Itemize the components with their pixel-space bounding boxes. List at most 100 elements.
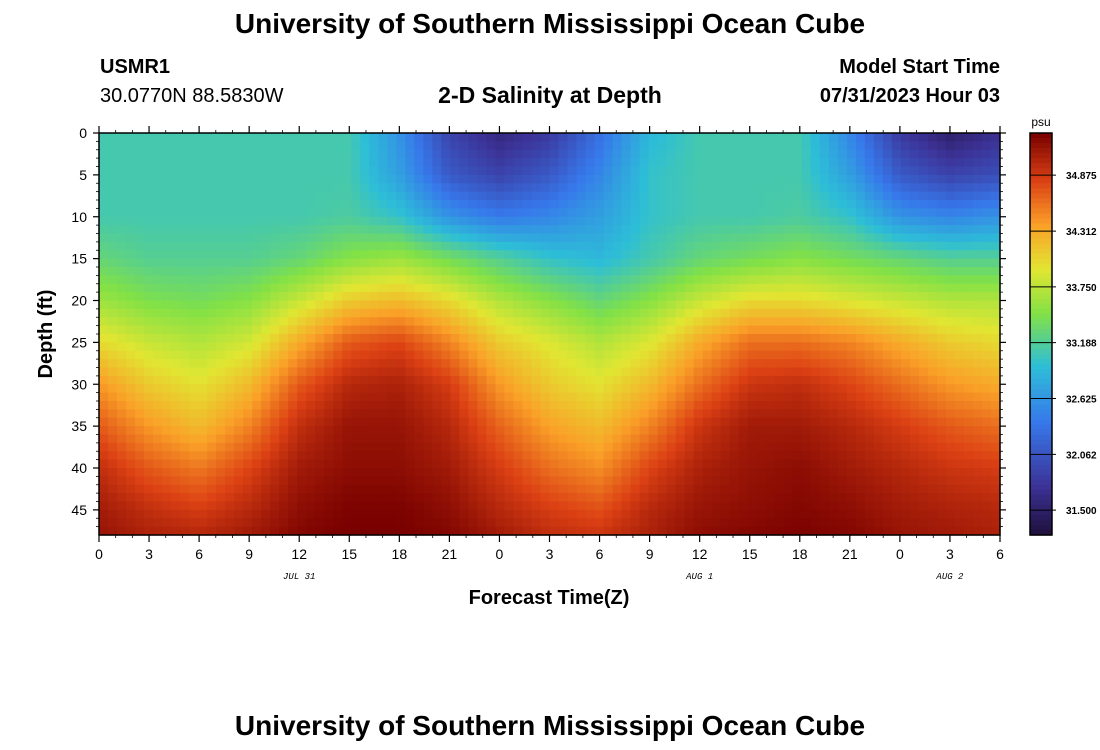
heatmap-cell (639, 417, 650, 427)
heatmap-cell (567, 149, 578, 159)
heatmap-cell (675, 451, 686, 461)
heatmap-cell (513, 208, 524, 218)
heatmap-cell (306, 149, 316, 159)
heatmap-cell (927, 158, 938, 168)
heatmap-cell (513, 317, 524, 327)
heatmap-cell (756, 375, 767, 385)
heatmap-cell (504, 133, 515, 142)
heatmap-cell (909, 174, 920, 184)
heatmap-cell (648, 401, 659, 410)
heatmap-cell (216, 275, 226, 285)
heatmap-cell (261, 241, 271, 251)
heatmap-cell (702, 149, 713, 159)
heatmap-cell (387, 149, 397, 159)
heatmap-cell (612, 216, 623, 226)
heatmap-cell (918, 200, 929, 209)
heatmap-cell (621, 509, 632, 519)
heatmap-cell (648, 300, 659, 310)
heatmap-cell (846, 283, 857, 293)
heatmap-cell (603, 292, 614, 302)
heatmap-cell (414, 468, 424, 477)
heatmap-cell (360, 384, 370, 394)
heatmap-cell (837, 509, 848, 519)
heatmap-cell (414, 334, 424, 343)
heatmap-cell (189, 308, 199, 318)
heatmap-cell (747, 292, 758, 302)
heatmap-cell (441, 468, 451, 477)
heatmap-cell (468, 459, 479, 469)
heatmap-cell (432, 476, 442, 486)
heatmap-cell (531, 149, 542, 159)
heatmap-cell (432, 241, 442, 251)
heatmap-cell (225, 526, 235, 536)
heatmap-cell (153, 250, 163, 260)
heatmap-cell (126, 308, 136, 318)
heatmap-cell (612, 200, 623, 209)
heatmap-cell (846, 342, 857, 352)
heatmap-cell (909, 501, 920, 511)
heatmap-cell (333, 342, 343, 352)
heatmap-cell (243, 258, 253, 268)
heatmap-cell (270, 375, 280, 385)
heatmap-cell (108, 267, 118, 276)
heatmap-cell (450, 468, 460, 477)
heatmap-cell (225, 417, 235, 427)
heatmap-cell (603, 476, 614, 486)
heatmap-cell (360, 334, 370, 343)
heatmap-cell (666, 325, 677, 335)
x-tick-label: 21 (442, 546, 458, 562)
heatmap-cell (666, 267, 677, 276)
heatmap-cell (513, 149, 524, 159)
heatmap-cell (513, 401, 524, 410)
heatmap-cell (540, 250, 551, 260)
heatmap-cell (423, 526, 433, 536)
heatmap-cell (144, 401, 154, 410)
heatmap-cell (675, 350, 686, 360)
heatmap-cell (216, 200, 226, 209)
heatmap-cell (144, 133, 154, 142)
heatmap-cell (207, 225, 217, 235)
heatmap-cell (171, 434, 181, 444)
heatmap-cell (495, 342, 506, 352)
heatmap-cell (441, 258, 451, 268)
heatmap-cell (540, 174, 551, 184)
heatmap-cell (441, 384, 451, 394)
heatmap-cell (234, 141, 244, 151)
heatmap-cell (198, 158, 208, 168)
heatmap-cell (747, 325, 758, 335)
heatmap-cell (441, 216, 451, 226)
heatmap-cell (396, 208, 406, 218)
heatmap-cell (270, 476, 280, 486)
heatmap-cell (369, 417, 379, 427)
heatmap-cell (837, 158, 848, 168)
heatmap-cell (504, 484, 515, 494)
heatmap-cell (621, 434, 632, 444)
heatmap-cell (396, 409, 406, 419)
heatmap-cell (855, 267, 866, 276)
heatmap-cell (126, 392, 136, 402)
heatmap-cell (954, 208, 965, 218)
heatmap-cell (333, 191, 343, 201)
heatmap-cell (783, 275, 794, 285)
heatmap-cell (405, 300, 415, 310)
heatmap-cell (441, 451, 451, 461)
heatmap-cell (630, 267, 641, 276)
heatmap-cell (909, 518, 920, 528)
heatmap-cell (477, 191, 488, 201)
heatmap-cell (117, 417, 127, 427)
heatmap-cell (828, 267, 839, 276)
heatmap-cell (684, 451, 695, 461)
heatmap-cell (792, 384, 803, 394)
heatmap-cell (162, 241, 172, 251)
heatmap-cell (837, 417, 848, 427)
heatmap-cell (954, 426, 965, 436)
heatmap-cell (981, 392, 992, 402)
heatmap-cell (855, 233, 866, 243)
heatmap-cell (450, 275, 460, 285)
heatmap-cell (693, 350, 704, 360)
heatmap-cell (252, 384, 262, 394)
heatmap-cell (936, 158, 947, 168)
heatmap-cell (954, 300, 965, 310)
heatmap-cell (963, 166, 974, 176)
heatmap-cell (234, 526, 244, 536)
